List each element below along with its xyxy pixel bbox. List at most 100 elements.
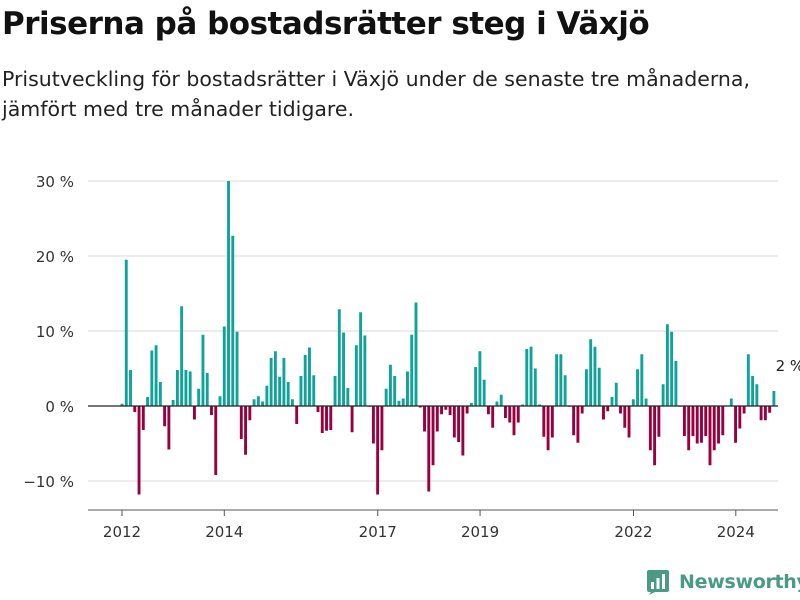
- data-bar: [406, 371, 409, 406]
- data-bar: [572, 406, 576, 436]
- data-bar: [337, 309, 341, 406]
- data-bar: [248, 406, 252, 421]
- data-bar: [171, 400, 175, 406]
- data-bar: [380, 406, 384, 451]
- data-bar: [435, 406, 439, 432]
- data-bar: [371, 406, 375, 444]
- data-bar: [755, 384, 759, 406]
- data-bar: [563, 375, 567, 406]
- data-bar: [146, 397, 150, 406]
- data-bar: [384, 388, 388, 406]
- data-bar: [542, 406, 546, 437]
- data-bar: [653, 406, 657, 466]
- data-bar: [546, 406, 550, 451]
- data-bar: [661, 384, 665, 406]
- data-bar: [214, 406, 218, 475]
- data-bar: [602, 406, 605, 420]
- data-bar: [465, 406, 469, 414]
- data-bar: [346, 388, 350, 406]
- data-bar: [261, 401, 265, 406]
- data-bar: [665, 324, 669, 406]
- data-bar: [410, 334, 414, 406]
- data-bar: [657, 406, 661, 437]
- newsworthy-brand[interactable]: Newsworthy: [645, 568, 800, 596]
- data-bar: [188, 371, 192, 406]
- data-bar: [486, 406, 490, 415]
- data-bar: [448, 406, 452, 415]
- chart-title: Priserna på bostadsrätter steg i Växjö: [2, 6, 650, 42]
- data-bar: [499, 394, 503, 406]
- data-bar: [584, 369, 588, 406]
- data-bar: [469, 403, 473, 406]
- data-bar: [320, 406, 324, 433]
- chart-subtitle: Prisutveckling för bostadsrätter i Växjö…: [2, 67, 750, 121]
- data-bar: [738, 406, 742, 429]
- data-bar: [636, 369, 640, 406]
- grid-lines: [88, 180, 778, 482]
- data-bar: [205, 373, 209, 406]
- data-bar: [474, 367, 478, 406]
- x-tick-label: 2022: [614, 523, 652, 541]
- data-bar: [721, 406, 725, 436]
- data-bar: [623, 406, 627, 428]
- data-bar: [312, 375, 316, 406]
- data-bar: [239, 406, 243, 439]
- y-tick-label: −10 %: [23, 473, 74, 491]
- data-bar: [231, 235, 235, 406]
- y-tick-label: 30 %: [36, 173, 74, 191]
- data-bar: [222, 326, 226, 406]
- data-bar: [158, 382, 162, 406]
- data-bar: [525, 349, 529, 406]
- data-bar: [648, 406, 652, 451]
- data-bar: [610, 397, 614, 406]
- data-bar: [129, 370, 132, 406]
- data-bar: [627, 406, 631, 438]
- data-bar: [265, 385, 269, 406]
- last-value-annotation: 2 %: [776, 357, 800, 375]
- data-bar: [512, 406, 516, 436]
- data-bar: [550, 406, 554, 438]
- data-bar: [533, 368, 537, 406]
- data-bar: [674, 361, 678, 406]
- data-bar: [734, 406, 737, 443]
- data-bar: [252, 399, 256, 406]
- data-bar: [580, 406, 584, 414]
- data-bar: [299, 376, 303, 406]
- data-bar: [329, 406, 333, 430]
- data-bar: [354, 345, 358, 406]
- data-bar: [495, 401, 499, 406]
- x-tick-label: 2017: [359, 523, 397, 541]
- data-bar: [282, 358, 286, 406]
- x-tick-label: 2024: [717, 523, 755, 541]
- data-bar: [124, 259, 128, 406]
- y-tick-label: 20 %: [36, 248, 74, 266]
- data-bar: [695, 406, 699, 444]
- data-bar: [154, 345, 158, 406]
- data-bar: [559, 354, 563, 406]
- data-bar: [133, 406, 137, 412]
- x-tick-label: 2019: [461, 523, 499, 541]
- data-bar: [192, 406, 196, 420]
- data-bar: [141, 406, 145, 430]
- data-bar: [363, 335, 367, 406]
- data-bar: [712, 406, 716, 451]
- data-bar: [269, 358, 273, 406]
- data-bar: [440, 406, 444, 415]
- data-bar: [197, 388, 201, 406]
- data-bar: [772, 391, 776, 406]
- data-bar: [478, 351, 482, 406]
- data-bar: [359, 312, 363, 406]
- brand-name: Newsworthy: [679, 571, 800, 593]
- data-bar: [303, 355, 307, 406]
- data-bar: [516, 406, 520, 423]
- data-bar: [388, 364, 392, 406]
- data-bar: [137, 406, 141, 495]
- data-bar: [184, 370, 188, 406]
- data-bar: [606, 406, 610, 412]
- data-bar: [175, 370, 179, 406]
- data-bar: [376, 406, 380, 495]
- data-bar: [763, 406, 767, 421]
- data-bar: [316, 406, 320, 412]
- axes: [88, 405, 778, 516]
